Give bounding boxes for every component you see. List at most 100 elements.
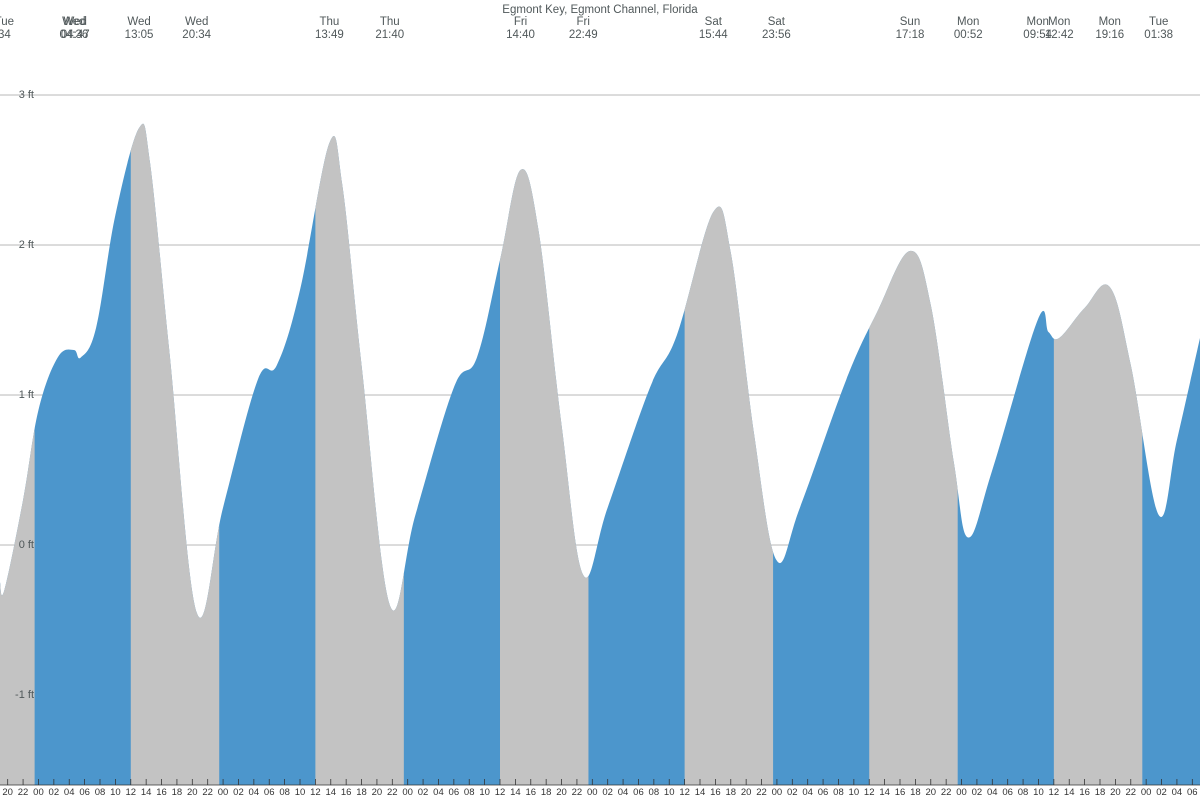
x-tick-label: 22: [18, 787, 29, 798]
x-tick-label: 06: [1187, 787, 1198, 798]
y-tick-label: 0 ft: [19, 539, 34, 551]
x-tick-label: 06: [264, 787, 275, 798]
x-tick-label: 12: [495, 787, 506, 798]
x-tick-label: 22: [1125, 787, 1136, 798]
x-tick-label: 10: [110, 787, 121, 798]
x-tick-label: 08: [649, 787, 660, 798]
x-tick-label: 14: [510, 787, 521, 798]
x-tick-label: 16: [156, 787, 167, 798]
tide-event-label: Tue34: [0, 16, 14, 42]
tide-chart: Egmont Key, Egmont Channel, Florida 2022…: [0, 0, 1200, 800]
tide-event-label: Sun17:18: [896, 16, 925, 42]
x-tick-label: 10: [1033, 787, 1044, 798]
x-tick-label: 16: [1079, 787, 1090, 798]
x-tick-label: 10: [295, 787, 306, 798]
x-tick-label: 16: [341, 787, 352, 798]
tide-event-label: Fri22:49: [569, 16, 598, 42]
x-tick-label: 22: [572, 787, 583, 798]
x-tick-label: 08: [279, 787, 290, 798]
x-tick-label: 06: [79, 787, 90, 798]
x-tick-label: 00: [1141, 787, 1152, 798]
tide-event-label: Thu21:40: [375, 16, 404, 42]
x-tick-label: 14: [695, 787, 706, 798]
x-tick-label: 22: [202, 787, 213, 798]
x-tick-label: 16: [710, 787, 721, 798]
y-tick-label: -1 ft: [15, 689, 34, 701]
x-tick-label: 04: [987, 787, 998, 798]
x-tick-label: 10: [479, 787, 490, 798]
x-tick-label: 00: [956, 787, 967, 798]
x-tick-label: 04: [802, 787, 813, 798]
x-tick-label: 14: [141, 787, 152, 798]
x-tick-label: 20: [1110, 787, 1121, 798]
x-tick-label: 18: [1095, 787, 1106, 798]
x-tick-label: 00: [402, 787, 413, 798]
x-tick-label: 20: [556, 787, 567, 798]
x-tick-label: 12: [125, 787, 136, 798]
x-tick-label: 06: [633, 787, 644, 798]
x-tick-label: 08: [464, 787, 475, 798]
x-tick-label: 16: [525, 787, 536, 798]
x-tick-label: 02: [787, 787, 798, 798]
x-tick-label: 04: [249, 787, 260, 798]
tide-event-label: Mon19:16: [1095, 16, 1124, 42]
chart-svg: [0, 0, 1200, 800]
x-tick-label: 08: [833, 787, 844, 798]
y-tick-label: 1 ft: [19, 389, 34, 401]
x-tick-label: 20: [372, 787, 383, 798]
x-tick-label: 20: [741, 787, 752, 798]
tide-event-label: Mon00:52: [954, 16, 983, 42]
x-tick-label: 16: [895, 787, 906, 798]
x-tick-label: 04: [64, 787, 75, 798]
x-tick-label: 20: [187, 787, 198, 798]
x-tick-label: 18: [172, 787, 183, 798]
x-tick-label: 14: [325, 787, 336, 798]
x-tick-label: 04: [433, 787, 444, 798]
x-tick-label: 08: [1018, 787, 1029, 798]
tide-event-label: Wed20:34: [182, 16, 211, 42]
tide-event-label: Sat23:56: [762, 16, 791, 42]
x-tick-label: 18: [725, 787, 736, 798]
x-tick-label: 20: [925, 787, 936, 798]
x-tick-label: 06: [1002, 787, 1013, 798]
x-tick-label: 22: [756, 787, 767, 798]
x-tick-label: 20: [2, 787, 13, 798]
tide-event-label: Sat15:44: [699, 16, 728, 42]
x-tick-label: 14: [1064, 787, 1075, 798]
x-tick-label: 00: [218, 787, 229, 798]
x-tick-label: 00: [33, 787, 44, 798]
x-tick-label: 02: [233, 787, 244, 798]
x-tick-label: 00: [587, 787, 598, 798]
x-tick-label: 18: [356, 787, 367, 798]
x-tick-label: 12: [864, 787, 875, 798]
x-tick-label: 08: [95, 787, 106, 798]
tide-event-label: Mon12:42: [1045, 16, 1074, 42]
tide-event-label: Tue01:38: [1144, 16, 1173, 42]
x-tick-label: 06: [818, 787, 829, 798]
tide-event-label: Wed04:47: [61, 16, 90, 42]
x-tick-label: 12: [1049, 787, 1060, 798]
tide-event-label: Wed13:05: [125, 16, 154, 42]
x-tick-label: 12: [310, 787, 321, 798]
x-tick-label: 04: [1172, 787, 1183, 798]
x-tick-label: 22: [387, 787, 398, 798]
x-tick-label: 14: [879, 787, 890, 798]
x-tick-label: 06: [449, 787, 460, 798]
x-tick-label: 02: [1156, 787, 1167, 798]
tide-event-label: Thu13:49: [315, 16, 344, 42]
x-tick-label: 02: [418, 787, 429, 798]
x-tick-label: 02: [49, 787, 60, 798]
y-tick-label: 2 ft: [19, 239, 34, 251]
x-tick-label: 02: [972, 787, 983, 798]
x-tick-label: 22: [941, 787, 952, 798]
tide-event-label: Fri14:40: [506, 16, 535, 42]
y-tick-label: 3 ft: [19, 89, 34, 101]
x-tick-label: 18: [910, 787, 921, 798]
x-tick-label: 10: [664, 787, 675, 798]
x-tick-label: 12: [679, 787, 690, 798]
x-tick-label: 18: [541, 787, 552, 798]
x-tick-label: 02: [602, 787, 613, 798]
x-tick-label: 00: [772, 787, 783, 798]
x-tick-label: 10: [849, 787, 860, 798]
x-tick-label: 04: [618, 787, 629, 798]
